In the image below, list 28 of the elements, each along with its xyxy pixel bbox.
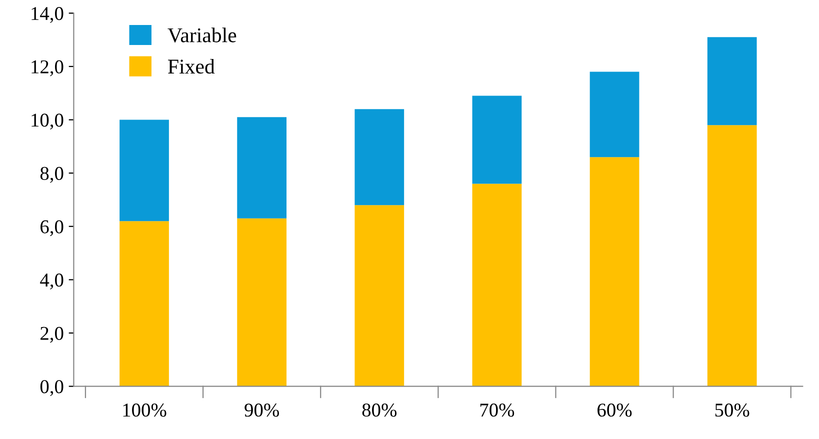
- y-tick-label: 4,0: [40, 274, 64, 290]
- y-tick-label: 10,0: [32, 114, 64, 130]
- x-tick-label: 50%: [715, 404, 750, 417]
- bar: [707, 125, 757, 386]
- legend-label: Variable: [168, 28, 236, 42]
- bar: [354, 205, 404, 386]
- bar: [472, 184, 522, 386]
- bar: [237, 117, 287, 218]
- bar: [237, 218, 287, 386]
- y-tick-label: 6,0: [40, 220, 64, 236]
- y-tick-label: 8,0: [40, 166, 64, 183]
- bar: [590, 157, 640, 386]
- bar: [120, 221, 169, 386]
- y-tick-label: 14,0: [32, 6, 64, 23]
- x-tick-label: 100%: [123, 404, 166, 417]
- bar: [707, 37, 757, 126]
- x-tick-label: 80%: [362, 404, 397, 417]
- legend-label: Fixed: [168, 58, 215, 74]
- x-tick-label: 60%: [598, 404, 632, 417]
- x-tick-label: 90%: [244, 404, 279, 417]
- y-tick-label: 0,0: [40, 380, 64, 396]
- y-tick-label: 12,0: [32, 60, 64, 76]
- bar: [472, 96, 522, 184]
- bar: [590, 72, 640, 158]
- bar: [354, 109, 404, 206]
- bar: [120, 120, 169, 222]
- y-tick-label: 2,0: [40, 326, 64, 343]
- x-tick-label: 70%: [480, 404, 514, 417]
